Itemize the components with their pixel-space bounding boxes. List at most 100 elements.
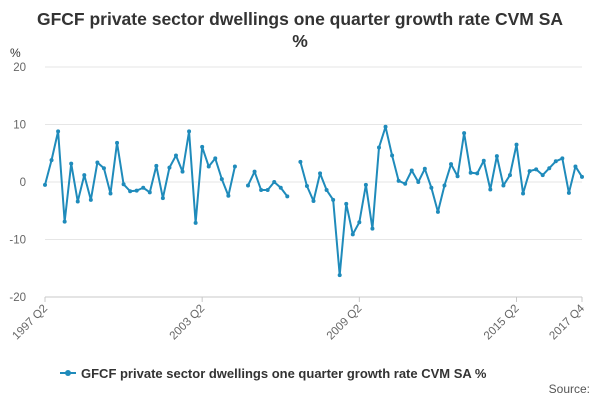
data-point[interactable] [134,188,139,193]
data-point[interactable] [455,174,460,179]
data-point[interactable] [337,273,342,278]
y-tick-label: -20 [9,292,26,304]
data-point[interactable] [160,196,165,201]
data-point[interactable] [514,142,519,147]
data-point[interactable] [56,129,61,134]
data-point[interactable] [580,174,584,179]
data-point[interactable] [206,164,211,169]
data-point[interactable] [383,124,388,129]
data-point[interactable] [187,129,192,134]
data-point[interactable] [547,166,552,171]
data-point[interactable] [462,131,467,136]
data-point[interactable] [219,177,224,182]
x-tick-label: 2017 Q4 [547,302,587,342]
data-point[interactable] [573,164,578,169]
data-point[interactable] [75,199,80,204]
data-point[interactable] [167,165,172,170]
data-point[interactable] [376,145,381,150]
data-point[interactable] [298,159,303,164]
data-point[interactable] [154,163,159,168]
series-layer [43,124,584,278]
data-point[interactable] [534,167,539,172]
data-point[interactable] [82,173,87,178]
data-point[interactable] [285,194,290,199]
data-point[interactable] [121,182,126,187]
data-point[interactable] [488,187,493,192]
data-point[interactable] [344,201,349,206]
data-point[interactable] [521,191,526,196]
data-point[interactable] [449,162,454,167]
data-point[interactable] [560,156,565,161]
data-point[interactable] [259,188,264,193]
x-tick-label: 2015 Q2 [482,303,522,343]
x-tick-label: 1997 Q2 [10,303,50,343]
data-point[interactable] [226,193,231,198]
data-point[interactable] [396,178,401,183]
data-point[interactable] [95,160,100,165]
data-point[interactable] [331,197,336,202]
series-line [247,170,289,197]
data-point[interactable] [304,184,309,189]
data-point[interactable] [88,197,93,202]
data-point[interactable] [193,220,198,225]
data-point[interactable] [147,190,152,195]
data-point[interactable] [370,226,375,231]
data-point[interactable] [429,185,434,190]
data-point[interactable] [357,220,362,225]
data-point[interactable] [494,154,499,159]
data-point[interactable] [324,188,329,193]
data-point[interactable] [390,153,395,158]
series-line [44,130,236,224]
data-point[interactable] [213,156,218,161]
x-tick-label: 2009 Q2 [325,303,365,343]
chart-title: GFCF private sector dwellings one quarte… [36,9,564,51]
series-line [299,125,583,277]
data-point[interactable] [173,153,178,158]
data-point[interactable] [278,185,283,190]
data-point[interactable] [566,190,571,195]
grid-layer [45,66,582,298]
data-point[interactable] [416,180,421,184]
data-point[interactable] [200,144,205,149]
data-point[interactable] [69,161,74,166]
data-point[interactable] [101,166,106,171]
data-point[interactable] [43,182,47,187]
data-point[interactable] [507,173,512,178]
data-point[interactable] [180,169,185,174]
data-point[interactable] [252,169,257,174]
legend: GFCF private sector dwellings one quarte… [60,366,487,381]
y-tick-label: 20 [13,62,26,74]
data-point[interactable] [272,180,277,184]
data-point[interactable] [115,140,120,145]
data-point[interactable] [311,198,316,203]
data-point[interactable] [363,182,368,187]
data-point[interactable] [350,232,355,237]
data-point[interactable] [403,181,408,186]
data-point[interactable] [422,166,427,171]
data-point[interactable] [481,158,486,163]
data-point[interactable] [318,171,323,176]
data-point[interactable] [108,191,113,196]
data-point[interactable] [468,170,473,175]
data-point[interactable] [475,171,480,176]
data-point[interactable] [49,158,54,163]
legend-point-marker [65,370,71,376]
y-axis-label: % [10,46,21,60]
data-point[interactable] [540,173,545,178]
data-point[interactable] [128,189,133,194]
data-point[interactable] [232,164,237,169]
data-point[interactable] [435,209,440,214]
source-label: Source: [548,382,590,396]
data-point[interactable] [246,183,251,188]
data-point[interactable] [265,188,270,193]
data-point[interactable] [501,183,506,188]
data-point[interactable] [409,168,414,173]
data-point[interactable] [553,159,558,164]
data-point[interactable] [442,183,447,188]
data-point[interactable] [527,169,532,174]
data-point[interactable] [62,219,67,224]
data-point[interactable] [141,185,146,190]
legend-label: GFCF private sector dwellings one quarte… [81,366,487,381]
